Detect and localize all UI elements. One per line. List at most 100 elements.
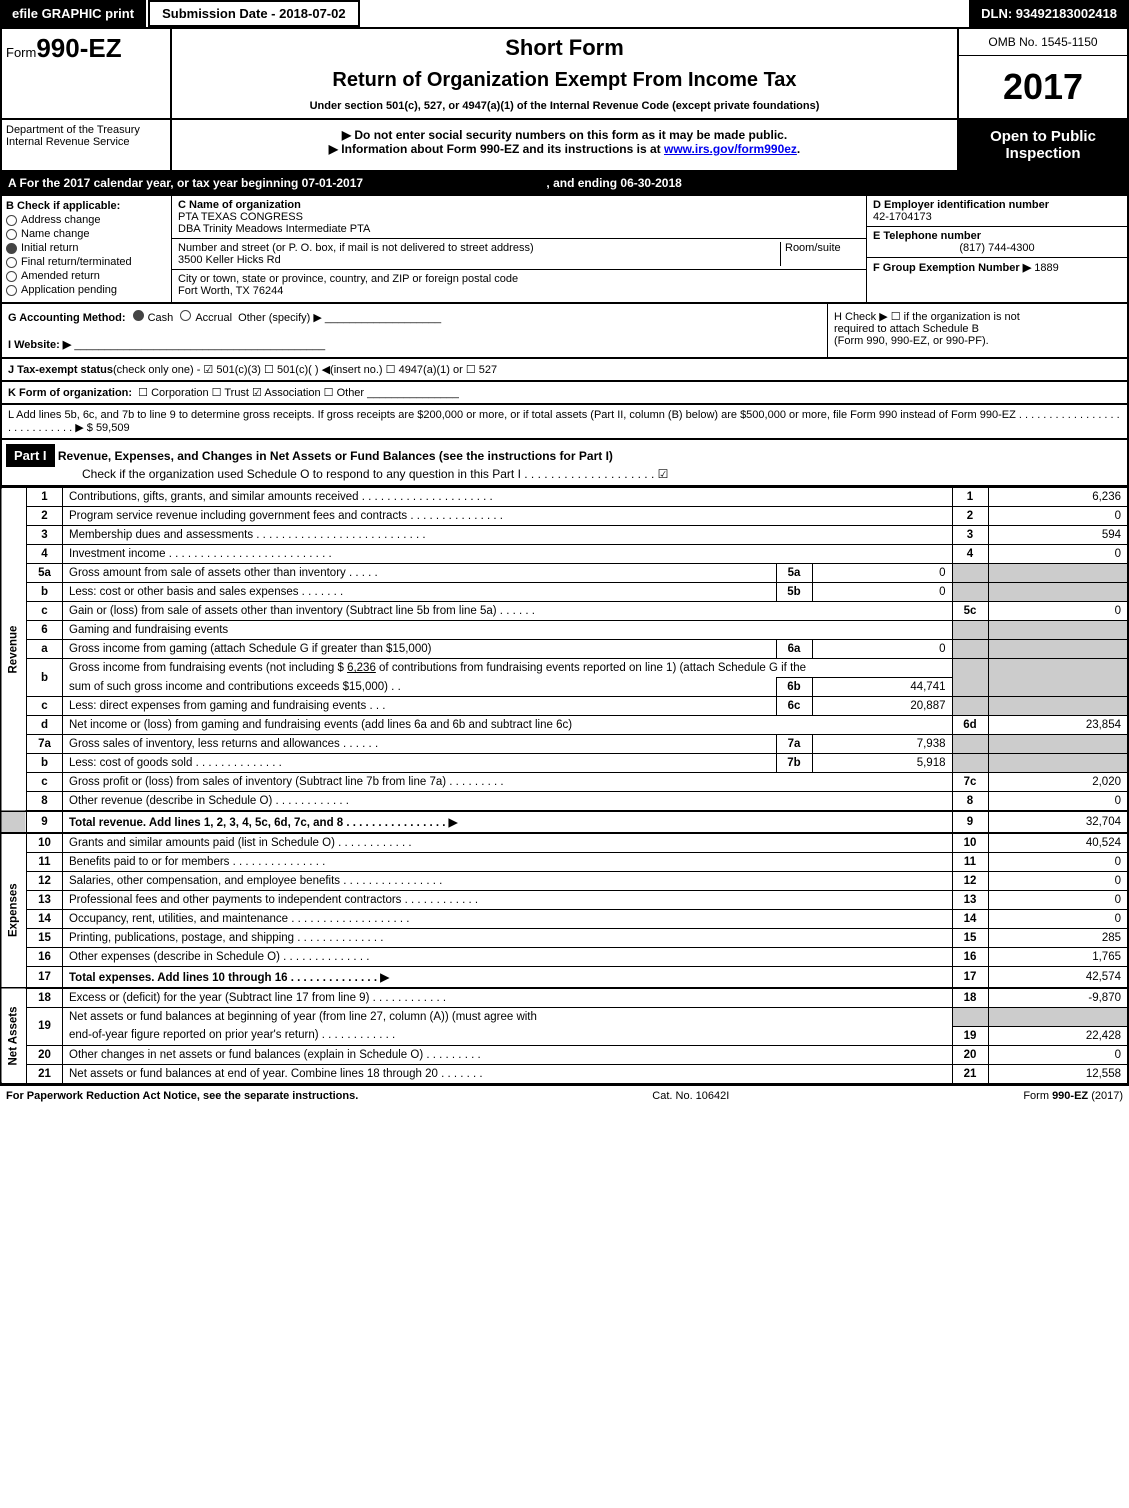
open-to-public: Open to Public Inspection	[957, 120, 1127, 170]
line-desc: Less: cost of goods sold . . . . . . . .…	[63, 754, 777, 773]
table-row: 7a Gross sales of inventory, less return…	[1, 735, 1128, 754]
line-amount: 22,428	[988, 1026, 1128, 1045]
h-line1: H Check ▶ ☐ if the organization is not	[834, 310, 1121, 323]
line-amount: -9,870	[988, 988, 1128, 1008]
table-row: c Gross profit or (loss) from sales of i…	[1, 773, 1128, 792]
checkbox-icon	[6, 215, 17, 226]
g-label: G Accounting Method:	[8, 312, 126, 324]
line-ref-gray	[952, 1008, 988, 1027]
line-amount: 285	[988, 929, 1128, 948]
subtitle: Under section 501(c), 527, or 4947(a)(1)…	[178, 100, 951, 112]
form-title-box: Short Form Return of Organization Exempt…	[172, 29, 957, 118]
line-desc: Benefits paid to or for members . . . . …	[63, 853, 953, 872]
line-amount: 2,020	[988, 773, 1128, 792]
check-label: Address change	[21, 214, 101, 226]
top-bar: efile GRAPHIC print Submission Date - 20…	[0, 0, 1129, 29]
side-label-expenses: Expenses	[1, 833, 27, 988]
part1-label: Part I	[6, 444, 55, 467]
footer-center: Cat. No. 10642I	[652, 1090, 729, 1102]
line-amount-gray	[988, 583, 1128, 602]
check-final-return[interactable]: Final return/terminated	[6, 256, 167, 268]
l6b-desc-c: sum of such gross income and contributio…	[63, 678, 777, 697]
col-g: G Accounting Method: Cash Accrual Other …	[2, 304, 827, 357]
sub-line-ref: 5a	[776, 564, 812, 583]
line-ref-gray	[952, 754, 988, 773]
line-num: c	[27, 602, 63, 621]
efile-print-button[interactable]: efile GRAPHIC print	[0, 0, 146, 27]
line-num: 16	[27, 948, 63, 967]
table-row: c Gain or (loss) from sale of assets oth…	[1, 602, 1128, 621]
line-ref: 14	[952, 910, 988, 929]
footer-right-b: 990-EZ	[1052, 1090, 1088, 1102]
table-row: 3 Membership dues and assessments . . . …	[1, 526, 1128, 545]
irs-link[interactable]: www.irs.gov/form990ez	[664, 142, 797, 156]
check-label: Application pending	[21, 284, 117, 296]
col-b-checkboxes: B Check if applicable: Address change Na…	[2, 196, 172, 302]
line-ref: 6d	[952, 716, 988, 735]
sub-line-amount: 0	[812, 583, 952, 602]
line-num: 7a	[27, 735, 63, 754]
check-amended-return[interactable]: Amended return	[6, 270, 167, 282]
line-a: A For the 2017 calendar year, or tax yea…	[0, 172, 1129, 196]
e-label: E Telephone number	[873, 230, 1121, 242]
check-application-pending[interactable]: Application pending	[6, 284, 167, 296]
checkbox-icon	[6, 271, 17, 282]
line-desc: Other expenses (describe in Schedule O) …	[63, 948, 953, 967]
table-row: b Gross income from fundraising events (…	[1, 659, 1128, 678]
line-num: 13	[27, 891, 63, 910]
line-amount-gray	[988, 564, 1128, 583]
sub-line-ref: 6c	[776, 697, 812, 716]
line-num: 1	[27, 488, 63, 507]
table-row: d Net income or (loss) from gaming and f…	[1, 716, 1128, 735]
table-row: 9 Total revenue. Add lines 1, 2, 3, 4, 5…	[1, 811, 1128, 833]
warnings: ▶ Do not enter social security numbers o…	[172, 120, 957, 170]
warning-info: ▶ Information about Form 990-EZ and its …	[180, 142, 949, 156]
line-9-bold: Total revenue. Add lines 1, 2, 3, 4, 5c,…	[69, 817, 457, 829]
sub-line-amount: 20,887	[812, 697, 952, 716]
j-label: J Tax-exempt status	[8, 364, 113, 376]
line-17-bold: Total expenses. Add lines 10 through 16 …	[69, 972, 389, 984]
line-ref: 10	[952, 833, 988, 853]
street-left: Number and street (or P. O. box, if mail…	[178, 242, 780, 266]
table-row: 13 Professional fees and other payments …	[1, 891, 1128, 910]
line-ref-gray	[952, 697, 988, 716]
warning-info-prefix: ▶ Information about Form 990-EZ and its …	[329, 142, 664, 156]
line-amount: 0	[988, 891, 1128, 910]
checkbox-icon[interactable]	[133, 310, 144, 321]
line-ref-gray	[952, 621, 988, 640]
table-row: 6 Gaming and fundraising events	[1, 621, 1128, 640]
line-amount-gray	[988, 754, 1128, 773]
dept-line2: Internal Revenue Service	[6, 136, 166, 148]
table-row: 20 Other changes in net assets or fund b…	[1, 1045, 1128, 1064]
omb-number: OMB No. 1545-1150	[959, 29, 1127, 56]
line-num: 20	[27, 1045, 63, 1064]
line-amount: 1,765	[988, 948, 1128, 967]
line-amount: 6,236	[988, 488, 1128, 507]
line-amount: 32,704	[988, 811, 1128, 833]
footer-right-a: Form	[1023, 1090, 1052, 1102]
check-initial-return[interactable]: Initial return	[6, 242, 167, 254]
sub-line-amount: 7,938	[812, 735, 952, 754]
table-row: c Less: direct expenses from gaming and …	[1, 697, 1128, 716]
row-gh: G Accounting Method: Cash Accrual Other …	[0, 304, 1129, 359]
checkbox-icon[interactable]	[180, 310, 191, 321]
line-desc: Less: cost or other basis and sales expe…	[63, 583, 777, 602]
check-address-change[interactable]: Address change	[6, 214, 167, 226]
group-exemption-box: F Group Exemption Number ▶ 1889	[867, 258, 1127, 277]
line-num: a	[27, 640, 63, 659]
line-amount: 0	[988, 602, 1128, 621]
line-desc: Total expenses. Add lines 10 through 16 …	[63, 967, 953, 989]
submission-date-button[interactable]: Submission Date - 2018-07-02	[148, 0, 360, 27]
line-desc: Membership dues and assessments . . . . …	[63, 526, 953, 545]
table-row: end-of-year figure reported on prior yea…	[1, 1026, 1128, 1045]
check-name-change[interactable]: Name change	[6, 228, 167, 240]
row-j: J Tax-exempt status(check only one) - ☑ …	[0, 359, 1129, 382]
city-box: City or town, state or province, country…	[172, 270, 866, 300]
l-text: L Add lines 5b, 6c, and 7b to line 9 to …	[8, 409, 1120, 434]
table-row: b Less: cost of goods sold . . . . . . .…	[1, 754, 1128, 773]
table-row: Expenses 10 Grants and similar amounts p…	[1, 833, 1128, 853]
line-ref-gray	[952, 564, 988, 583]
line-desc: Salaries, other compensation, and employ…	[63, 872, 953, 891]
line-amount: 0	[988, 910, 1128, 929]
checkbox-icon	[6, 243, 17, 254]
